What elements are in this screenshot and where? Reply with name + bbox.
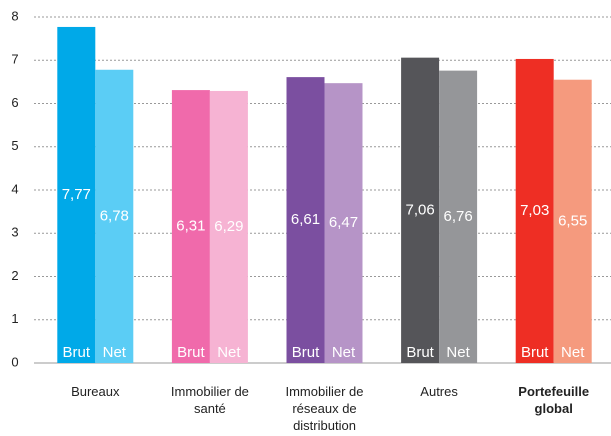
y-tick-label: 1 xyxy=(11,311,18,326)
bar xyxy=(209,90,248,364)
y-tick-label: 6 xyxy=(11,95,18,110)
bar xyxy=(553,79,592,364)
data-label: 6,47 xyxy=(329,214,358,231)
bar xyxy=(171,90,210,363)
series-label: Net xyxy=(103,344,127,361)
series-label: Net xyxy=(446,344,470,361)
y-tick-label: 0 xyxy=(11,354,18,369)
bar xyxy=(95,69,134,363)
data-label: 6,78 xyxy=(100,207,129,224)
data-label: 7,06 xyxy=(405,201,434,218)
x-tick-label: Portefeuille global xyxy=(518,384,590,416)
bar xyxy=(57,26,96,363)
data-label: 7,03 xyxy=(520,202,549,219)
y-tick-label: 7 xyxy=(11,52,18,67)
data-label: 6,55 xyxy=(558,212,587,229)
bar xyxy=(324,83,363,364)
series-label: Net xyxy=(217,344,241,361)
series-label: Net xyxy=(561,344,585,361)
x-tick-label: Bureaux xyxy=(71,384,120,399)
y-tick-label: 8 xyxy=(11,8,18,23)
series-label: Brut xyxy=(521,344,549,361)
x-tick-label: Immobilier de santé xyxy=(170,384,249,416)
x-tick-label: Immobilier de réseaux de distribution xyxy=(285,384,364,433)
series-label: Net xyxy=(332,344,356,361)
series-label: Brut xyxy=(406,344,434,361)
data-label: 6,29 xyxy=(214,218,243,235)
y-tick-label: 5 xyxy=(11,138,18,153)
data-label: 6,31 xyxy=(176,218,205,235)
series-label: Brut xyxy=(63,344,91,361)
x-tick-label: Autres xyxy=(420,384,458,399)
y-tick-label: 2 xyxy=(11,268,18,283)
data-label: 6,61 xyxy=(291,211,320,228)
bar xyxy=(286,77,325,364)
series-label: Brut xyxy=(177,344,205,361)
bar xyxy=(515,58,554,363)
bar xyxy=(439,70,478,363)
bar xyxy=(401,57,440,363)
data-label: 7,77 xyxy=(62,186,91,203)
y-tick-label: 3 xyxy=(11,225,18,240)
series-label: Brut xyxy=(292,344,320,361)
y-tick-label: 4 xyxy=(11,181,18,196)
data-label: 6,76 xyxy=(443,208,472,225)
